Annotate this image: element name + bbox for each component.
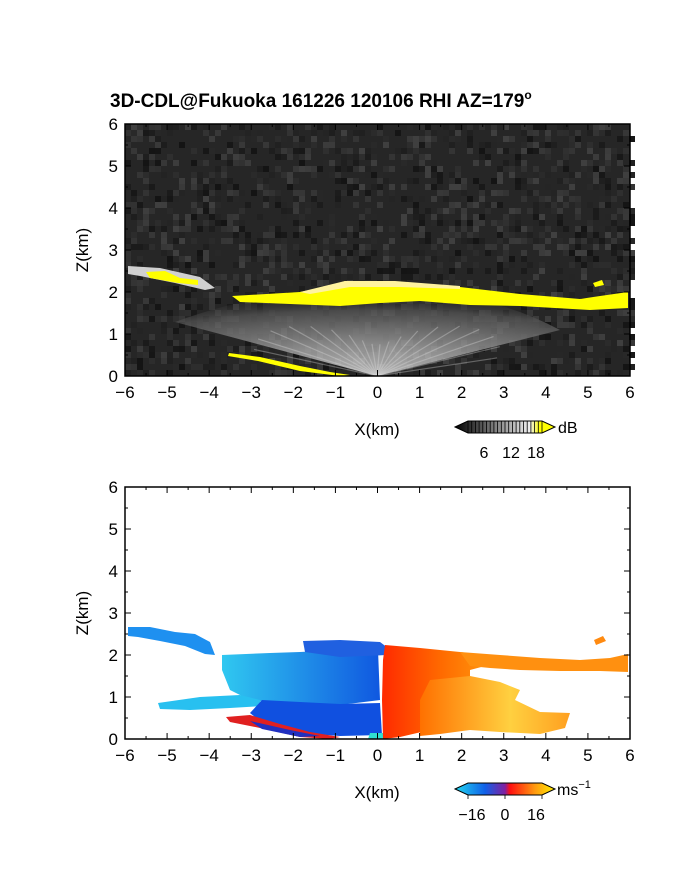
velocity-region-ground-left-blue — [250, 721, 320, 737]
figure-title: 3D-CDL@Fukuoka 161226 120106 RHI AZ=179o — [110, 88, 532, 112]
echo-layer-main-shadow — [300, 281, 460, 294]
x-tick-label: 4 — [541, 383, 550, 402]
velocity-colorbar-unit: ms−1 — [557, 779, 591, 799]
y-tick-label: 1 — [109, 325, 118, 344]
x-tick-label: 3 — [499, 383, 508, 402]
velocity-colorbar-ticks — [467, 795, 543, 799]
x-tick-label: −1 — [326, 746, 345, 765]
x-tick-label: −5 — [157, 383, 176, 402]
radar-fan — [175, 293, 560, 376]
reflectivity-colorbar-tick-label: 6 — [480, 445, 489, 462]
x-tick-label: −4 — [199, 383, 218, 402]
y-tick-label: 3 — [109, 241, 118, 260]
x-tick-label: 1 — [415, 383, 424, 402]
y-tick-label: 0 — [109, 730, 118, 749]
velocity-region-ground-left — [226, 715, 340, 739]
x-tick-label: 5 — [583, 383, 592, 402]
velocity-colorbar-tick-label: −16 — [458, 807, 485, 824]
panel-velocity: −6 −5 −4 −3 −2 −1 0 1 2 3 4 5 6 0 1 2 3 4 5 6 X(km) Z(km) m… — [73, 478, 635, 824]
axes-reflectivity: −6 −5 −4 −3 −2 −1 0 1 2 3 4 5 6 0 1 2 3 4 5 6 — [109, 115, 635, 402]
x-tick-label: 0 — [373, 383, 382, 402]
x-tick-label: −1 — [326, 383, 345, 402]
y-tick-label: 4 — [109, 562, 118, 581]
reflectivity-colorbar: dB 6 12 18 — [453, 420, 578, 462]
x-tick-label: 1 — [415, 746, 424, 765]
x-tick-label: 4 — [541, 746, 550, 765]
y-tick-label: 0 — [109, 367, 118, 386]
echo-layer-small — [593, 280, 604, 287]
x-tick-label: 0 — [373, 746, 382, 765]
noise-texture — [125, 124, 635, 376]
axes-velocity: −6 −5 −4 −3 −2 −1 0 1 2 3 4 5 6 0 1 2 3 4 5 6 — [109, 478, 635, 765]
x-tick-label: −2 — [284, 746, 303, 765]
x-tick-label: 6 — [625, 746, 634, 765]
echo-layer-upper-left-core — [146, 271, 198, 285]
y-tick-label: 2 — [109, 283, 118, 302]
velocity-xlabel: X(km) — [354, 783, 399, 802]
y-tick-label: 5 — [109, 157, 118, 176]
reflectivity-colorbar-tick-label: 12 — [502, 445, 520, 462]
velocity-region-top-approach — [303, 640, 388, 657]
reflectivity-colorbar-unit: dB — [558, 420, 578, 437]
y-tick-label: 1 — [109, 688, 118, 707]
velocity-region-right-tiny — [594, 636, 606, 645]
velocity-ylabel: Z(km) — [73, 591, 92, 635]
x-tick-label: 5 — [583, 746, 592, 765]
x-tick-label: −5 — [157, 746, 176, 765]
x-tick-label: −2 — [284, 383, 303, 402]
x-tick-label: 6 — [625, 383, 634, 402]
velocity-region-lower-left — [158, 695, 262, 710]
x-tick-label: 2 — [457, 746, 466, 765]
velocity-colorbar-tick-label: 0 — [501, 807, 510, 824]
y-tick-label: 5 — [109, 520, 118, 539]
x-tick-label: −6 — [115, 746, 134, 765]
y-tick-label: 4 — [109, 199, 118, 218]
x-tick-label: −4 — [199, 746, 218, 765]
reflectivity-xlabel: X(km) — [354, 420, 399, 439]
velocity-region-right-upper — [460, 652, 628, 672]
velocity-region-mid-left — [222, 650, 380, 705]
x-tick-label: −3 — [242, 746, 261, 765]
x-tick-label: 3 — [499, 746, 508, 765]
velocity-colorbar-tick-label: 16 — [527, 807, 545, 824]
reflectivity-colorbar-ticks — [467, 421, 543, 433]
x-tick-label: 2 — [457, 383, 466, 402]
reflectivity-colorbar-tick-label: 18 — [527, 445, 545, 462]
velocity-region-right-lower — [420, 676, 570, 736]
fan-rays — [253, 325, 500, 377]
x-tick-label: −6 — [115, 383, 134, 402]
echo-layer-low — [228, 353, 350, 376]
velocity-region-upper-left — [128, 627, 215, 655]
reflectivity-ylabel: Z(km) — [73, 228, 92, 272]
y-tick-label: 6 — [109, 478, 118, 497]
x-tick-label: −3 — [242, 383, 261, 402]
y-tick-label: 2 — [109, 646, 118, 665]
y-tick-label: 3 — [109, 604, 118, 623]
velocity-colorbar: ms−1 −16 0 16 — [453, 779, 591, 824]
y-tick-label: 6 — [109, 115, 118, 134]
velocity-colorbar-bar — [453, 782, 557, 796]
